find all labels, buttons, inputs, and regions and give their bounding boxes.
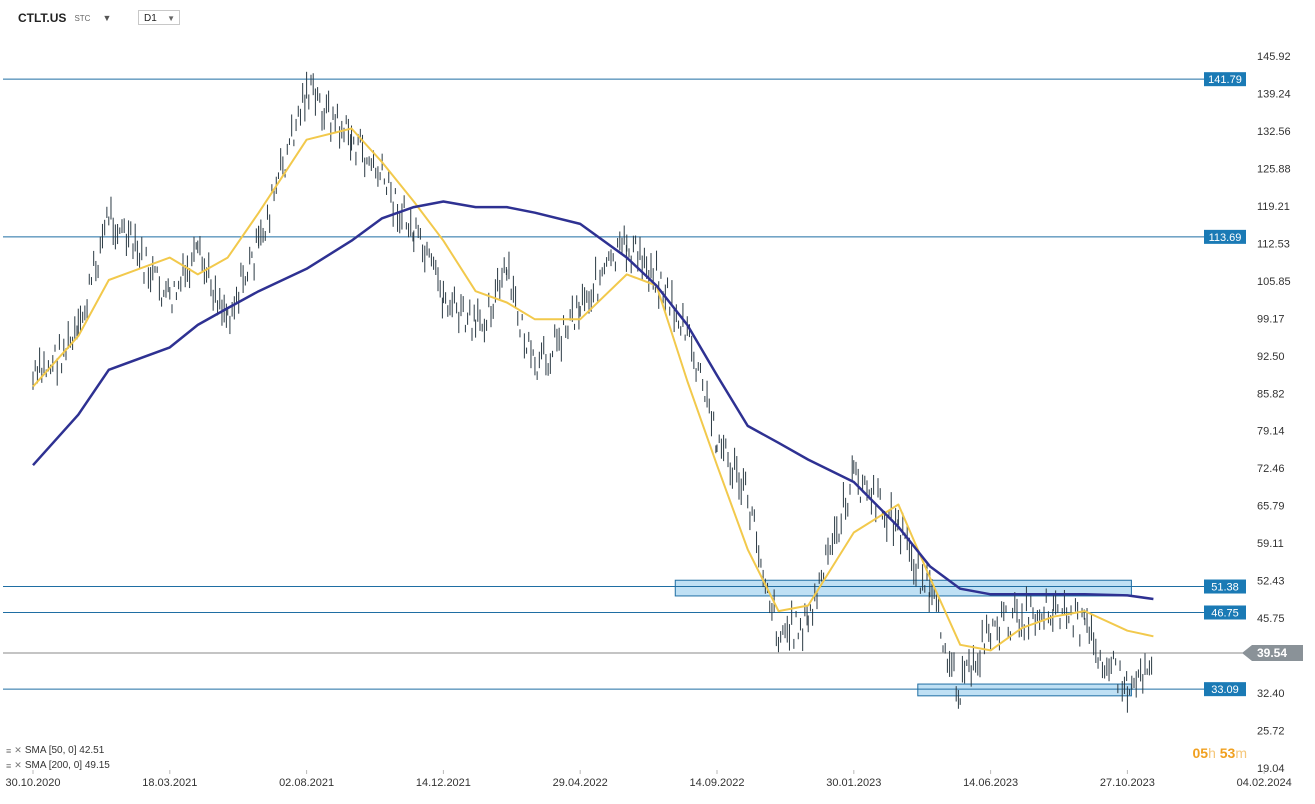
sma200-line	[32, 200, 1154, 601]
current-price-tag	[1242, 644, 1303, 661]
level-label-box	[1204, 229, 1246, 244]
level-label: 46.75	[1211, 608, 1239, 620]
legend-item-sma200: ≡ ✕ SMA [200, 0] 49.15	[6, 760, 110, 771]
timeframe-value: D1	[144, 13, 157, 24]
level-label: 113.69	[1209, 232, 1242, 244]
y-tick-label: 99.17	[1257, 313, 1285, 325]
legend-label-sma50: SMA [50, 0] 42.51	[24, 745, 105, 756]
y-tick-label: 45.75	[1257, 613, 1285, 625]
y-tick-label: 105.85	[1257, 276, 1291, 288]
y-tick-label: 25.72	[1257, 726, 1285, 738]
symbol-dropdown-icon[interactable]: ▼	[102, 13, 112, 23]
level-label: 51.38	[1211, 582, 1239, 594]
y-tick-label: 19.04	[1257, 763, 1285, 775]
candle-countdown: 05h 53m	[1192, 745, 1247, 761]
x-tick-label: 14.12.2021	[416, 777, 471, 789]
instrument-header: CTLT.US STC ▼	[18, 8, 111, 28]
symbol-label[interactable]: CTLT.US	[18, 11, 67, 25]
countdown-hours: 05	[1192, 745, 1209, 761]
countdown-minutes-unit: m	[1235, 745, 1247, 761]
y-tick-label: 119.21	[1257, 201, 1290, 213]
level-label-box	[1204, 605, 1246, 620]
timeframe-select[interactable]: D1 ▼	[138, 10, 180, 25]
y-tick-label: 112.53	[1257, 238, 1290, 250]
level-label: 33.09	[1211, 684, 1239, 696]
current-price-label: 39.54	[1257, 646, 1287, 660]
x-tick-label: 02.08.2021	[279, 777, 334, 789]
y-tick-label: 139.24	[1257, 88, 1291, 100]
x-tick-label: 29.04.2022	[553, 777, 608, 789]
x-tick-label: 30.10.2020	[5, 777, 60, 789]
chevron-down-icon: ▼	[167, 14, 175, 23]
level-label: 141.79	[1208, 74, 1242, 86]
x-tick-label: 14.06.2023	[963, 777, 1018, 789]
y-tick-label: 32.40	[1257, 688, 1285, 700]
level-label-box	[1204, 579, 1246, 594]
x-tick-label: 14.09.2022	[689, 777, 744, 789]
legend-item-sma50: ≡ ✕ SMA [50, 0] 42.51	[6, 745, 104, 756]
y-tick-label: 132.56	[1257, 126, 1291, 138]
countdown-hours-unit: h	[1208, 745, 1216, 761]
y-tick-label: 52.43	[1257, 576, 1285, 588]
close-icon[interactable]: ✕	[14, 760, 22, 770]
y-tick-label: 85.82	[1257, 388, 1285, 400]
x-tick-label: 18.03.2021	[142, 777, 197, 789]
countdown-minutes: 53	[1219, 745, 1236, 761]
close-icon[interactable]: ✕	[14, 745, 22, 755]
support-resistance-zone	[674, 579, 1132, 597]
support-resistance-zone	[917, 683, 1132, 697]
menu-icon[interactable]: ≡	[6, 760, 12, 771]
y-tick-label: 92.50	[1257, 351, 1285, 363]
y-tick-label: 79.14	[1257, 426, 1285, 438]
y-tick-label: 65.79	[1257, 501, 1285, 513]
menu-icon[interactable]: ≡	[6, 745, 12, 756]
y-tick-label: 125.88	[1257, 163, 1291, 175]
x-tick-label: 27.10.2023	[1100, 777, 1155, 789]
sma50-line	[32, 127, 1154, 652]
legend-label-sma200: SMA [200, 0] 49.15	[24, 760, 110, 771]
y-tick-label: 145.92	[1257, 51, 1291, 63]
x-tick-label: 04.02.2024	[1237, 777, 1292, 789]
x-tick-label: 30.01.2023	[826, 777, 881, 789]
y-tick-label: 59.11	[1257, 538, 1284, 550]
level-label-box	[1204, 72, 1246, 87]
y-tick-label: 72.46	[1257, 463, 1285, 475]
level-label-box	[1204, 682, 1246, 697]
exchange-label: STC	[74, 13, 91, 23]
